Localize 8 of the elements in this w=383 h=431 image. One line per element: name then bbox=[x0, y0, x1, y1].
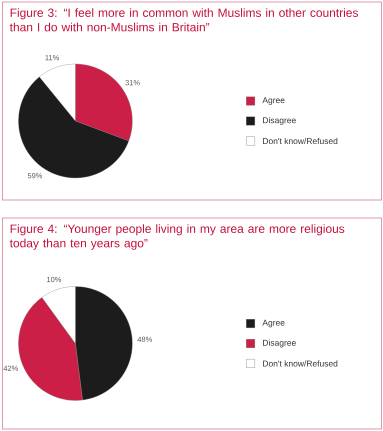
legend-label: Disagree bbox=[262, 340, 296, 348]
legend-label: Agree bbox=[262, 320, 284, 328]
legend-label: Don't know/Refused bbox=[262, 138, 338, 144]
legend-label: Disagree bbox=[262, 117, 296, 125]
legend-label: Agree bbox=[262, 97, 284, 105]
chart-title: Figure 3: “I feel more in common with Muslims in other countries than I do with non-Muslims in Britain” bbox=[10, 8, 358, 32]
legend-label: Don't know/Refused bbox=[262, 360, 338, 367]
chart-title: Figure 4: “Younger people living in my area are more religious today than ten years ago” bbox=[10, 224, 344, 250]
